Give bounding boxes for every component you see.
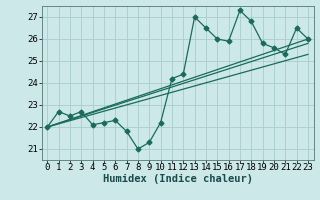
X-axis label: Humidex (Indice chaleur): Humidex (Indice chaleur) [103, 174, 252, 184]
